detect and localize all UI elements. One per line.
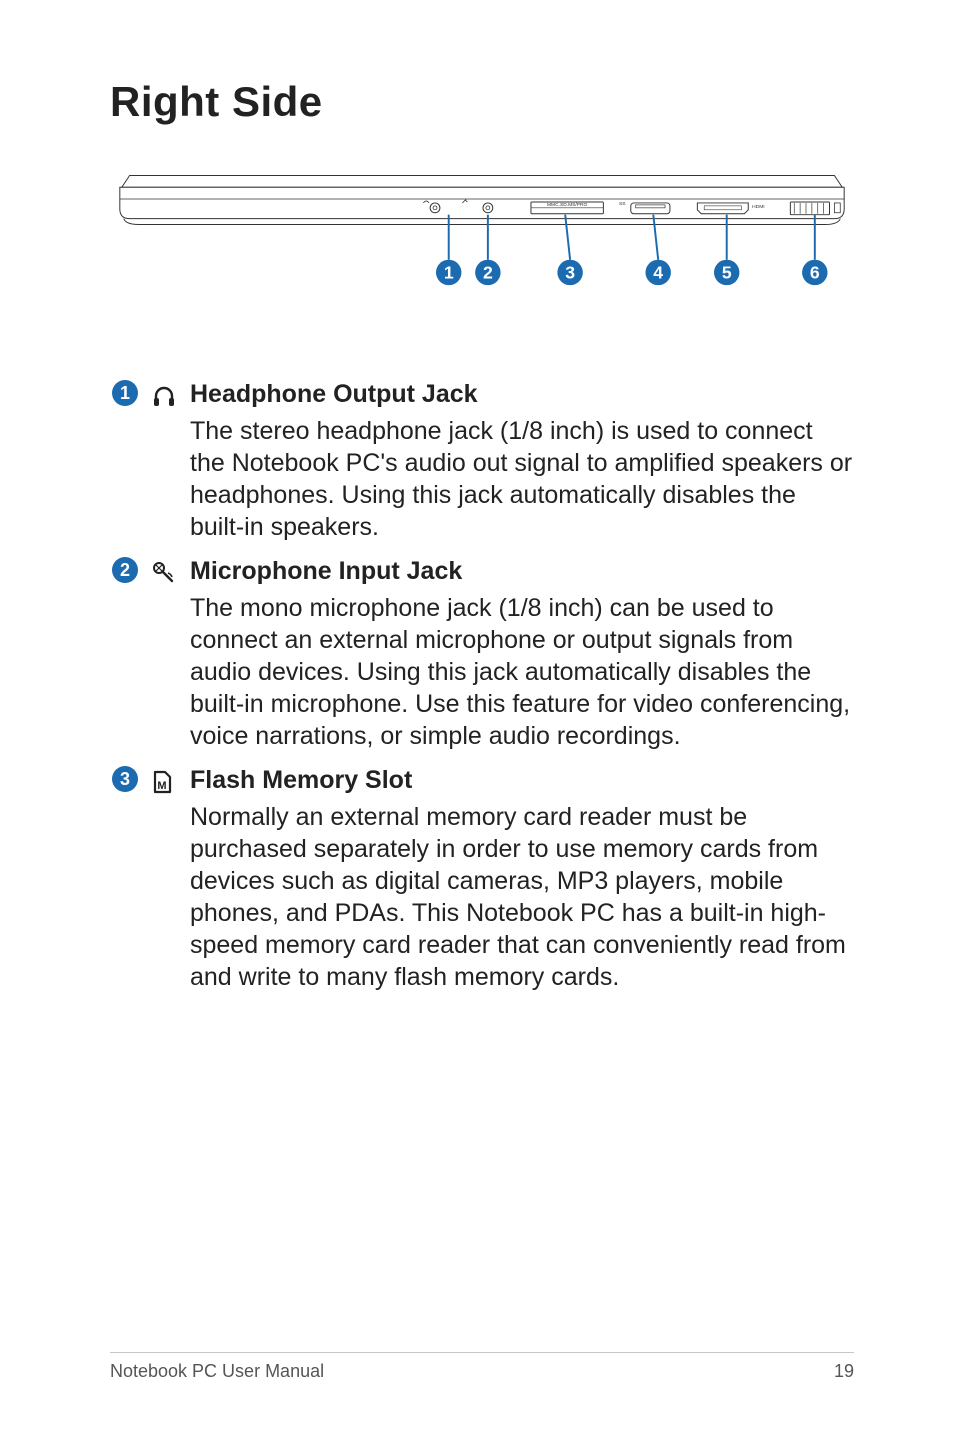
- page-title: Right Side: [110, 78, 854, 126]
- feature-item: 1 Headphone Output Jack The stereo headpho…: [112, 380, 854, 543]
- svg-text:M: M: [157, 780, 166, 792]
- svg-text:HDMI: HDMI: [752, 204, 764, 210]
- svg-text:SS: SS: [619, 201, 626, 207]
- footer-page-number: 19: [834, 1361, 854, 1382]
- item-number-badge: 2: [112, 557, 138, 583]
- svg-text:5: 5: [722, 262, 732, 282]
- svg-text:2: 2: [483, 262, 493, 282]
- item-title: Headphone Output Jack: [190, 380, 854, 409]
- items-list: 1 Headphone Output Jack The stereo headpho…: [110, 380, 854, 993]
- item-title: Microphone Input Jack: [190, 557, 854, 586]
- item-title: Flash Memory Slot: [190, 766, 854, 795]
- feature-item: 3 M Flash Memory Slot Normally an external …: [112, 766, 854, 993]
- item-body: The mono microphone jack (1/8 inch) can …: [190, 592, 854, 752]
- item-body: The stereo headphone jack (1/8 inch) is …: [190, 415, 854, 543]
- flashmem-icon: M: [150, 766, 190, 796]
- footer-left: Notebook PC User Manual: [110, 1361, 324, 1382]
- item-body: Normally an external memory card reader …: [190, 801, 854, 993]
- headphone-icon: [150, 380, 190, 410]
- diagram-container: MMC.SD.MS/PRO SS HDMI 1 2 3 4 5 6: [110, 154, 854, 320]
- svg-text:6: 6: [810, 262, 820, 282]
- svg-text:MMC.SD.MS/PRO: MMC.SD.MS/PRO: [547, 202, 588, 208]
- svg-text:1: 1: [444, 262, 454, 282]
- feature-item: 2 Microphone Input Jack The mono microphon…: [112, 557, 854, 752]
- item-number-badge: 1: [112, 380, 138, 406]
- laptop-side-diagram: MMC.SD.MS/PRO SS HDMI 1 2 3 4 5 6: [110, 154, 854, 320]
- item-number-badge: 3: [112, 766, 138, 792]
- svg-text:4: 4: [653, 262, 663, 282]
- page-footer: Notebook PC User Manual 19: [110, 1352, 854, 1382]
- microphone-icon: [150, 557, 190, 585]
- svg-text:3: 3: [565, 262, 575, 282]
